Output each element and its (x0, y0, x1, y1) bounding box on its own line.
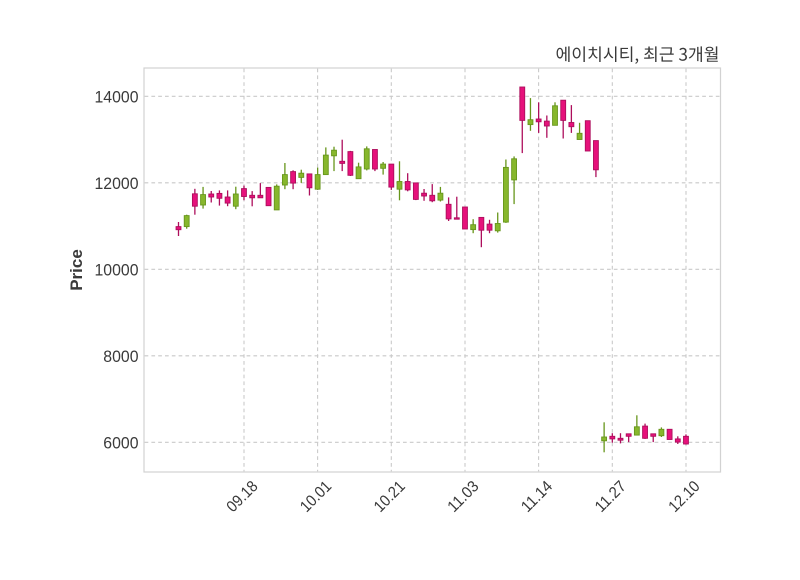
svg-text:6000: 6000 (103, 433, 138, 452)
svg-text:10.01: 10.01 (297, 478, 335, 516)
svg-text:12000: 12000 (95, 174, 139, 193)
svg-text:11.03: 11.03 (445, 478, 483, 516)
svg-text:09.18: 09.18 (224, 478, 262, 516)
svg-text:Price: Price (67, 249, 86, 291)
svg-text:10.21: 10.21 (371, 478, 409, 516)
svg-text:14000: 14000 (95, 87, 139, 106)
svg-text:8000: 8000 (103, 347, 138, 366)
svg-text:10000: 10000 (95, 260, 139, 279)
svg-text:11.14: 11.14 (518, 478, 556, 516)
svg-text:12.10: 12.10 (666, 478, 704, 516)
svg-text:11.27: 11.27 (592, 478, 630, 516)
